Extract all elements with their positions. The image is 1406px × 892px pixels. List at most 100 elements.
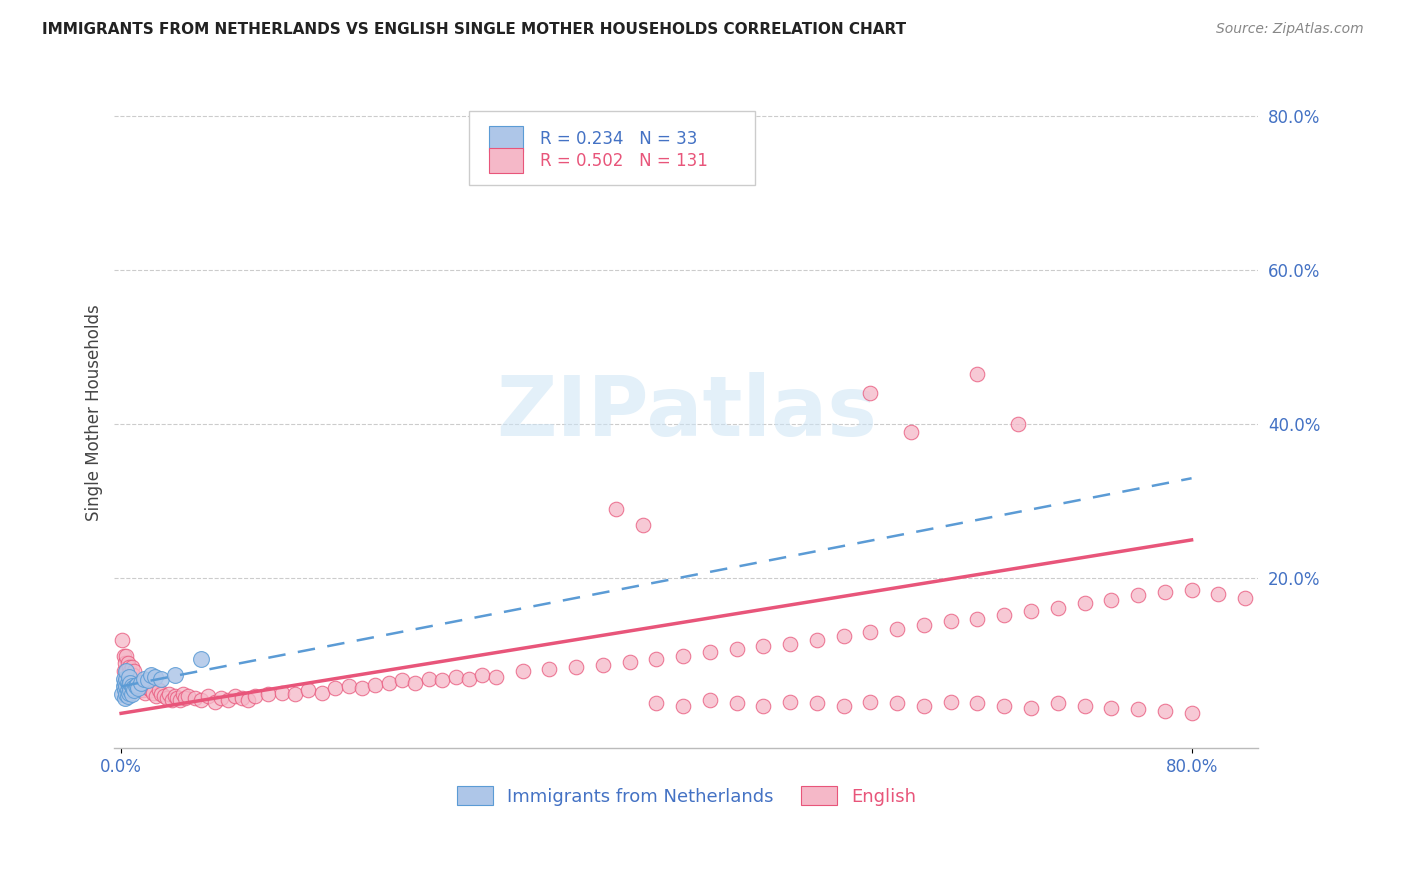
Point — [112, 648, 135, 663]
Point — [122, 679, 145, 693]
Point — [183, 690, 205, 705]
Point — [1073, 698, 1095, 713]
Point — [912, 617, 935, 632]
Point — [512, 664, 534, 678]
Point — [121, 679, 143, 693]
Point — [900, 425, 922, 439]
Point — [1126, 589, 1149, 603]
Point — [458, 672, 481, 686]
Point — [120, 664, 142, 678]
Text: IMMIGRANTS FROM NETHERLANDS VS ENGLISH SINGLE MOTHER HOUSEHOLDS CORRELATION CHAR: IMMIGRANTS FROM NETHERLANDS VS ENGLISH S… — [42, 22, 907, 37]
Legend: Immigrants from Netherlands, English: Immigrants from Netherlands, English — [450, 779, 924, 813]
Point — [136, 681, 159, 695]
Point — [134, 685, 156, 699]
Point — [128, 679, 150, 693]
Point — [485, 670, 508, 684]
Point — [364, 678, 387, 692]
Point — [966, 696, 988, 710]
Point — [172, 687, 194, 701]
Point — [993, 608, 1015, 623]
Point — [645, 652, 668, 666]
Point — [131, 683, 153, 698]
Point — [1007, 417, 1029, 432]
Point — [886, 622, 908, 636]
Point — [132, 679, 155, 693]
Point — [121, 687, 143, 701]
Point — [672, 698, 695, 713]
Point — [115, 672, 138, 686]
Point — [114, 675, 136, 690]
Text: ZIPatlas: ZIPatlas — [496, 372, 877, 453]
Point — [120, 675, 142, 690]
Point — [1126, 702, 1149, 716]
Point — [143, 670, 166, 684]
Point — [124, 675, 146, 690]
Point — [211, 690, 233, 705]
Point — [122, 668, 145, 682]
Point — [118, 670, 141, 684]
Point — [886, 696, 908, 710]
Point — [148, 683, 170, 698]
Point — [127, 675, 149, 690]
Point — [139, 668, 162, 682]
Point — [779, 695, 801, 709]
Point — [284, 687, 307, 701]
Point — [124, 683, 146, 698]
Point — [112, 672, 135, 686]
Point — [163, 689, 186, 703]
Point — [204, 695, 226, 709]
Point — [122, 681, 145, 695]
Bar — [488, 148, 523, 173]
Point — [120, 675, 142, 690]
Point — [432, 673, 454, 688]
Point — [672, 648, 695, 663]
Point — [190, 652, 212, 666]
Point — [136, 673, 159, 688]
Point — [197, 689, 219, 703]
Point — [1368, 606, 1391, 620]
Point — [114, 657, 136, 671]
Point — [832, 629, 855, 643]
Point — [779, 637, 801, 651]
Point — [538, 662, 561, 676]
Point — [238, 693, 260, 707]
Point — [619, 655, 641, 669]
Point — [117, 683, 139, 698]
Point — [217, 693, 239, 707]
Point — [391, 673, 413, 688]
Point — [125, 679, 148, 693]
Point — [699, 693, 721, 707]
Point — [128, 681, 150, 695]
Point — [115, 648, 138, 663]
Point — [117, 668, 139, 682]
Point — [142, 685, 165, 699]
Point — [124, 664, 146, 678]
Point — [912, 698, 935, 713]
Point — [163, 668, 186, 682]
Point — [1073, 596, 1095, 610]
Point — [190, 693, 212, 707]
Point — [699, 645, 721, 659]
Point — [1261, 594, 1284, 608]
Point — [1234, 591, 1257, 605]
Point — [565, 660, 588, 674]
Point — [114, 675, 136, 690]
Point — [1180, 706, 1202, 721]
Point — [153, 689, 176, 703]
Point — [1315, 600, 1337, 615]
Point — [118, 685, 141, 699]
Point — [832, 698, 855, 713]
Point — [115, 664, 138, 678]
Point — [939, 614, 962, 628]
Point — [177, 689, 200, 703]
Point — [115, 679, 138, 693]
Point — [859, 625, 882, 640]
Point — [111, 687, 134, 701]
Bar — [488, 127, 523, 152]
Point — [323, 681, 346, 695]
Point — [1046, 696, 1069, 710]
Point — [111, 633, 134, 648]
Point — [118, 672, 141, 686]
Point — [127, 678, 149, 692]
Point — [605, 502, 627, 516]
